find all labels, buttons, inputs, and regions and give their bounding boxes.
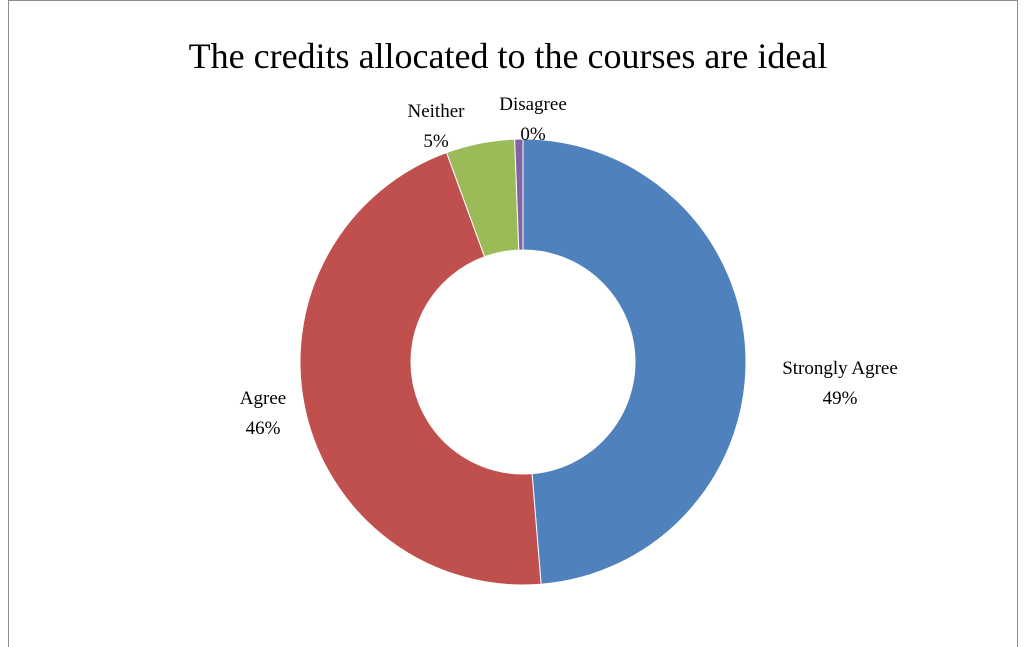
labels-group: Strongly Agree 49% Agree 46% Neither 5% Disagr… <box>240 94 898 439</box>
value-label-neither: 5% <box>423 131 449 152</box>
slices-group <box>299 138 747 586</box>
slice-disagree <box>514 138 524 251</box>
label-strongly-agree: Strongly Agree <box>782 358 898 379</box>
value-label-agree: 46% <box>246 418 281 439</box>
label-neither: Neither <box>408 101 466 122</box>
slice-agree <box>299 151 542 586</box>
label-agree: Agree <box>240 388 286 409</box>
slice-strongly-agree <box>522 138 747 585</box>
value-label-strongly-agree: 49% <box>823 388 858 409</box>
value-label-disagree: 0% <box>520 124 546 145</box>
chart-title: The credits allocated to the courses are… <box>189 36 828 76</box>
label-disagree: Disagree <box>499 94 567 115</box>
